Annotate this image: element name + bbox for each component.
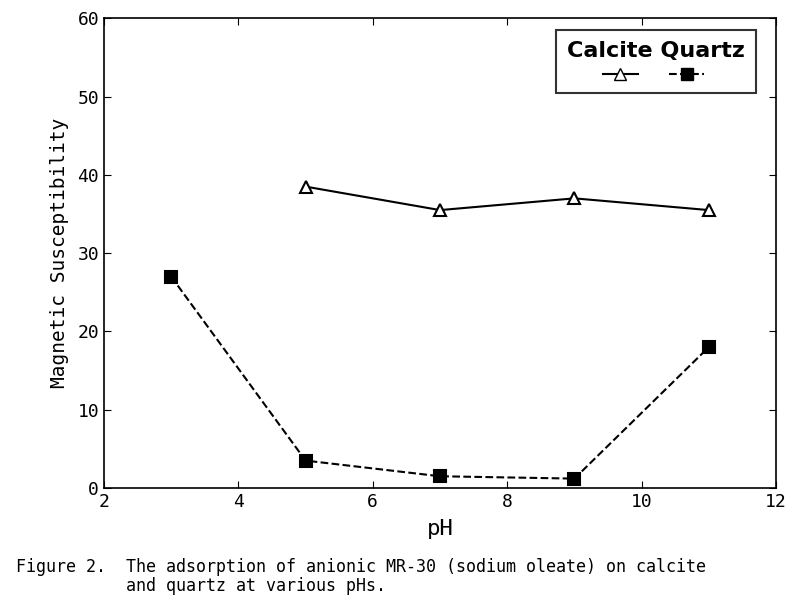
- Text: and quartz at various pHs.: and quartz at various pHs.: [16, 576, 386, 595]
- Y-axis label: Magnetic Susceptibility: Magnetic Susceptibility: [50, 118, 69, 389]
- X-axis label: pH: pH: [426, 519, 454, 539]
- Legend: , : ,: [555, 30, 756, 93]
- Text: Figure 2.  The adsorption of anionic MR-30 (sodium oleate) on calcite: Figure 2. The adsorption of anionic MR-3…: [16, 558, 706, 576]
